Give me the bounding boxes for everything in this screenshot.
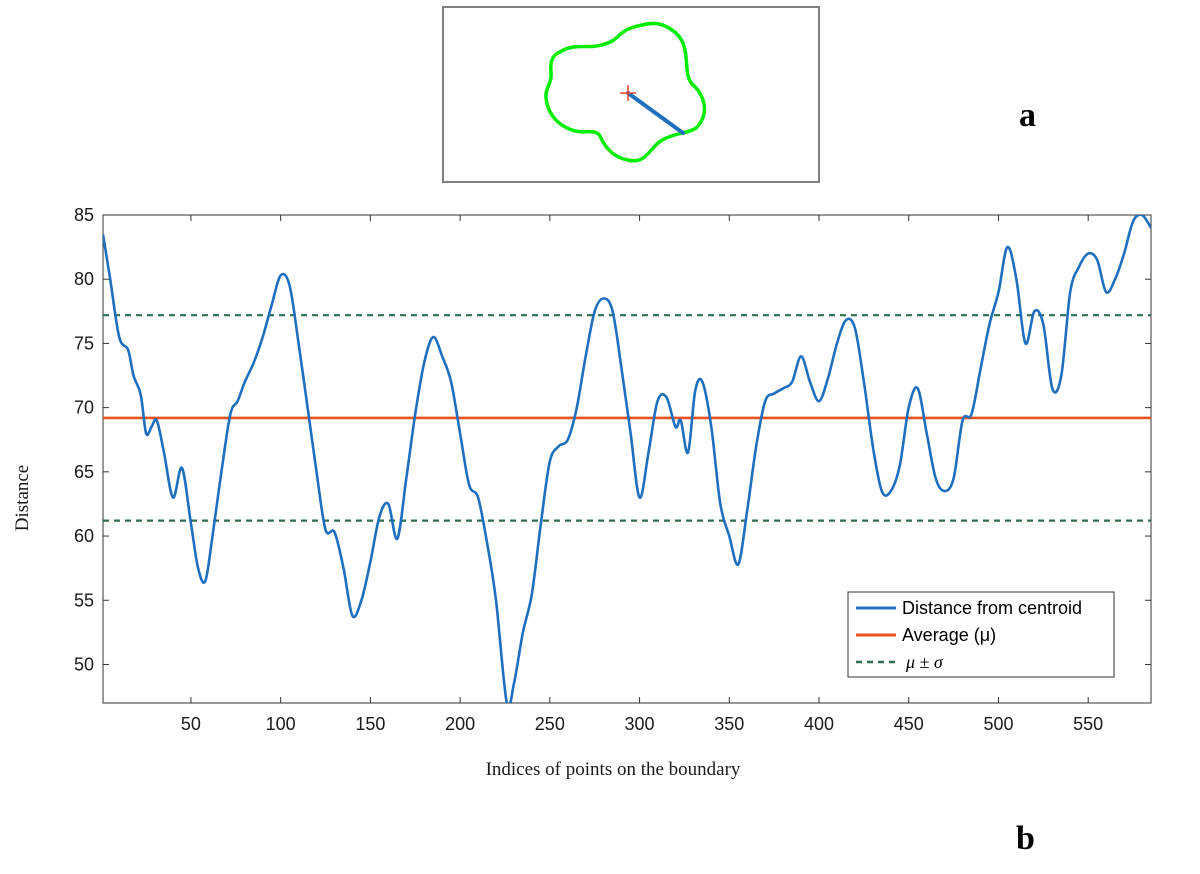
legend-label-average: Average (μ) bbox=[902, 625, 996, 645]
y-tick-label: 50 bbox=[74, 654, 94, 674]
x-tick-label: 500 bbox=[983, 714, 1013, 734]
x-axis: 50 100 150 200 250 300 350 400 450 500 550 bbox=[181, 215, 1103, 734]
boundary-inset bbox=[442, 6, 820, 183]
y-tick-label: 80 bbox=[74, 269, 94, 289]
y-axis-label: Distance bbox=[12, 465, 33, 531]
y-tick-label: 70 bbox=[74, 398, 94, 418]
x-tick-label: 200 bbox=[445, 714, 475, 734]
legend: Distance from centroid Average (μ) μ ± σ bbox=[847, 591, 1115, 678]
centroid-marker bbox=[620, 85, 636, 101]
x-tick-label: 250 bbox=[535, 714, 565, 734]
x-tick-label: 350 bbox=[714, 714, 744, 734]
x-tick-label: 550 bbox=[1073, 714, 1103, 734]
y-tick-label: 75 bbox=[74, 333, 94, 353]
sigma-band-lines bbox=[103, 314, 1151, 522]
distance-series-group bbox=[103, 215, 1151, 703]
y-tick-label: 60 bbox=[74, 526, 94, 546]
y-tick-label: 85 bbox=[74, 205, 94, 225]
x-tick-label: 50 bbox=[181, 714, 201, 734]
y-tick-label: 55 bbox=[74, 590, 94, 610]
centroid-radius-line bbox=[626, 91, 685, 135]
y-tick-label: 65 bbox=[74, 462, 94, 482]
distance-series-line bbox=[103, 215, 1151, 703]
legend-label-distance: Distance from centroid bbox=[902, 598, 1082, 618]
x-tick-label: 300 bbox=[625, 714, 655, 734]
x-tick-label: 150 bbox=[355, 714, 385, 734]
legend-label-sigma: μ ± σ bbox=[905, 652, 944, 672]
y-axis: 50 55 60 65 70 75 80 85 bbox=[74, 205, 1151, 674]
x-tick-label: 450 bbox=[894, 714, 924, 734]
panel-label-a: a bbox=[1019, 97, 1036, 134]
x-tick-label: 100 bbox=[266, 714, 296, 734]
boundary-contour bbox=[544, 21, 707, 163]
x-tick-label: 400 bbox=[804, 714, 834, 734]
x-axis-label: Indices of points on the boundary bbox=[486, 759, 741, 780]
panel-label-b: b bbox=[1016, 820, 1035, 857]
